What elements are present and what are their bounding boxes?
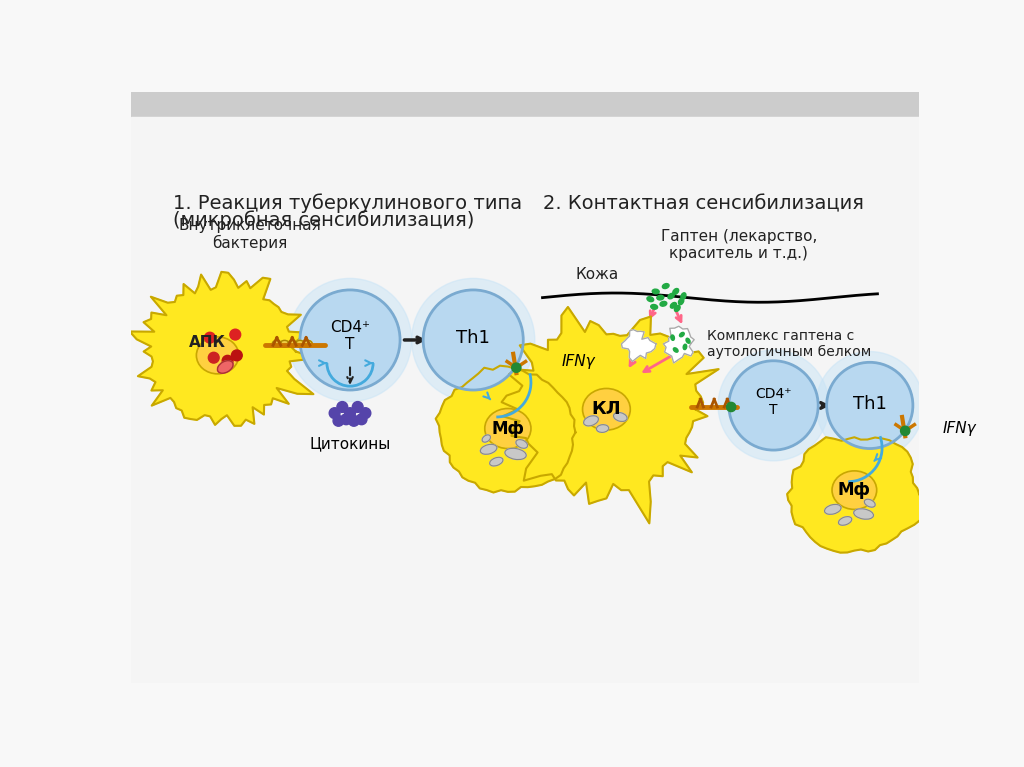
Circle shape [208, 352, 219, 363]
Ellipse shape [686, 338, 690, 344]
Text: АПК: АПК [189, 334, 226, 350]
Text: Th1: Th1 [853, 395, 887, 413]
Ellipse shape [217, 360, 233, 374]
Text: КЛ: КЛ [592, 400, 622, 418]
Circle shape [412, 278, 535, 402]
Polygon shape [435, 366, 575, 492]
Ellipse shape [583, 389, 631, 430]
Text: Th1: Th1 [457, 330, 490, 347]
Ellipse shape [647, 297, 653, 301]
Ellipse shape [680, 332, 684, 337]
Circle shape [727, 403, 736, 412]
Text: Мф: Мф [838, 481, 870, 499]
Circle shape [330, 408, 340, 419]
Ellipse shape [681, 293, 686, 299]
Text: (микробная сенсибилизация): (микробная сенсибилизация) [173, 210, 474, 230]
Ellipse shape [839, 517, 852, 525]
Text: Мф: Мф [492, 420, 524, 437]
Ellipse shape [674, 347, 678, 352]
Circle shape [205, 332, 215, 343]
Polygon shape [130, 272, 315, 426]
Ellipse shape [656, 295, 664, 300]
Text: 2. Контактная сенсибилизация: 2. Контактная сенсибилизация [543, 194, 863, 213]
Circle shape [300, 290, 400, 390]
Circle shape [230, 329, 241, 340]
Ellipse shape [505, 449, 526, 459]
Polygon shape [787, 437, 925, 553]
Ellipse shape [295, 341, 304, 347]
Text: Внутриклеточная
бактерия: Внутриклеточная бактерия [178, 218, 322, 252]
Ellipse shape [288, 341, 297, 347]
Ellipse shape [663, 284, 669, 288]
Ellipse shape [613, 413, 627, 421]
Ellipse shape [675, 305, 680, 311]
Circle shape [352, 402, 364, 413]
Text: IFNγ: IFNγ [943, 421, 977, 436]
Ellipse shape [668, 293, 674, 299]
Ellipse shape [480, 444, 497, 454]
Ellipse shape [484, 409, 531, 449]
Ellipse shape [280, 341, 289, 347]
Circle shape [816, 351, 924, 459]
Polygon shape [622, 330, 656, 361]
Text: Гаптен (лекарство,
краситель и т.д.): Гаптен (лекарство, краситель и т.д.) [660, 229, 817, 262]
Ellipse shape [671, 335, 675, 341]
Circle shape [729, 360, 818, 450]
Circle shape [231, 350, 243, 360]
Ellipse shape [660, 301, 667, 306]
Ellipse shape [671, 302, 677, 308]
Ellipse shape [652, 289, 659, 294]
Ellipse shape [303, 341, 312, 347]
Ellipse shape [584, 416, 598, 426]
Text: 1. Реакция туберкулинового типа: 1. Реакция туберкулинового типа [173, 193, 522, 213]
Circle shape [826, 362, 912, 449]
Ellipse shape [683, 344, 687, 350]
Ellipse shape [482, 435, 490, 443]
Ellipse shape [650, 304, 657, 309]
Circle shape [345, 408, 355, 419]
Circle shape [360, 408, 371, 419]
Text: Цитокины: Цитокины [309, 436, 390, 452]
Ellipse shape [679, 298, 684, 304]
Ellipse shape [197, 337, 239, 374]
Ellipse shape [673, 288, 679, 295]
Ellipse shape [864, 499, 876, 507]
Polygon shape [502, 307, 719, 523]
Circle shape [337, 402, 348, 413]
Circle shape [718, 350, 829, 461]
Ellipse shape [272, 341, 282, 347]
Text: Кожа: Кожа [575, 267, 618, 282]
Circle shape [423, 290, 523, 390]
Ellipse shape [516, 439, 527, 448]
Circle shape [348, 416, 359, 426]
Circle shape [356, 414, 367, 425]
Ellipse shape [596, 425, 608, 433]
Polygon shape [664, 326, 694, 363]
Ellipse shape [489, 457, 503, 466]
Circle shape [512, 363, 521, 372]
Ellipse shape [824, 505, 841, 515]
Ellipse shape [854, 509, 873, 519]
Text: CD4⁺
T: CD4⁺ T [330, 320, 370, 352]
Circle shape [341, 414, 351, 425]
Text: CD4⁺
T: CD4⁺ T [756, 387, 792, 417]
Text: Комплекс гаптена с
аутологичным белком: Комплекс гаптена с аутологичным белком [707, 329, 870, 359]
Circle shape [222, 355, 233, 366]
Circle shape [333, 416, 344, 426]
Circle shape [900, 426, 909, 436]
Circle shape [289, 278, 412, 402]
Bar [131, 92, 920, 117]
Ellipse shape [833, 471, 877, 509]
Text: IFNγ: IFNγ [562, 354, 595, 369]
